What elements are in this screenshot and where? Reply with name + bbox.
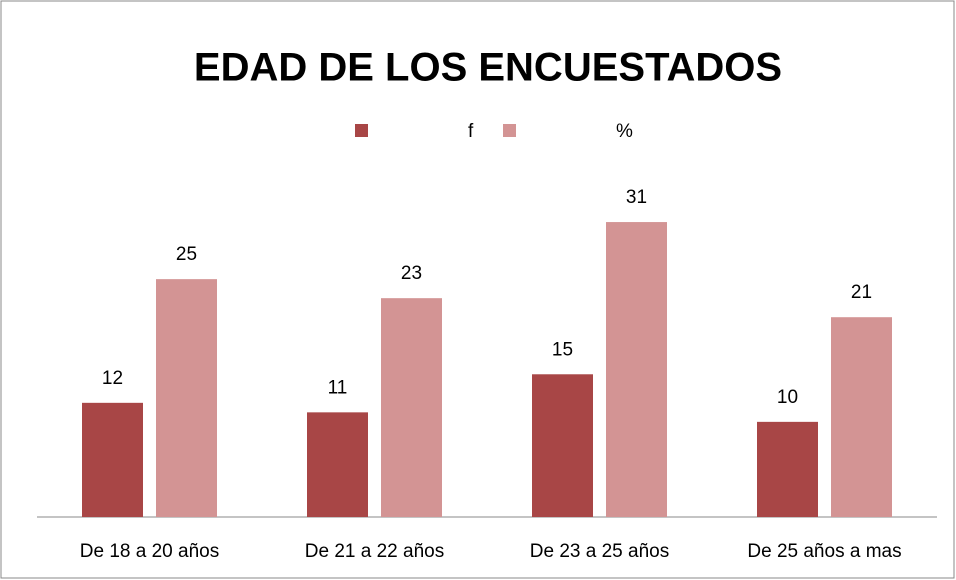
- data-label: 11: [328, 377, 348, 398]
- legend-label: %: [616, 121, 633, 142]
- x-tick-label: De 21 a 22 años: [305, 541, 444, 562]
- x-tick-label: De 18 a 20 años: [80, 541, 219, 562]
- bar: [82, 402, 143, 517]
- bar: [831, 317, 892, 517]
- legend-label: f: [468, 121, 474, 142]
- x-tick-label: De 23 a 25 años: [530, 541, 669, 562]
- data-label: 21: [851, 282, 872, 303]
- bar: [307, 412, 368, 517]
- data-label: 25: [176, 244, 197, 265]
- bar: [606, 222, 667, 518]
- x-tick-label: De 25 años a mas: [747, 541, 901, 562]
- bar: [532, 374, 593, 517]
- data-label: 12: [102, 368, 123, 389]
- data-label: 10: [777, 387, 798, 408]
- chart-title: EDAD DE LOS ENCUESTADOS: [194, 46, 782, 90]
- bar: [381, 298, 442, 517]
- data-label: 23: [401, 263, 422, 284]
- bar: [757, 421, 818, 517]
- bar: [156, 279, 217, 517]
- data-label: 31: [626, 187, 647, 208]
- legend-swatch: [503, 124, 516, 137]
- legend-swatch: [355, 124, 368, 137]
- data-label: 15: [552, 339, 573, 360]
